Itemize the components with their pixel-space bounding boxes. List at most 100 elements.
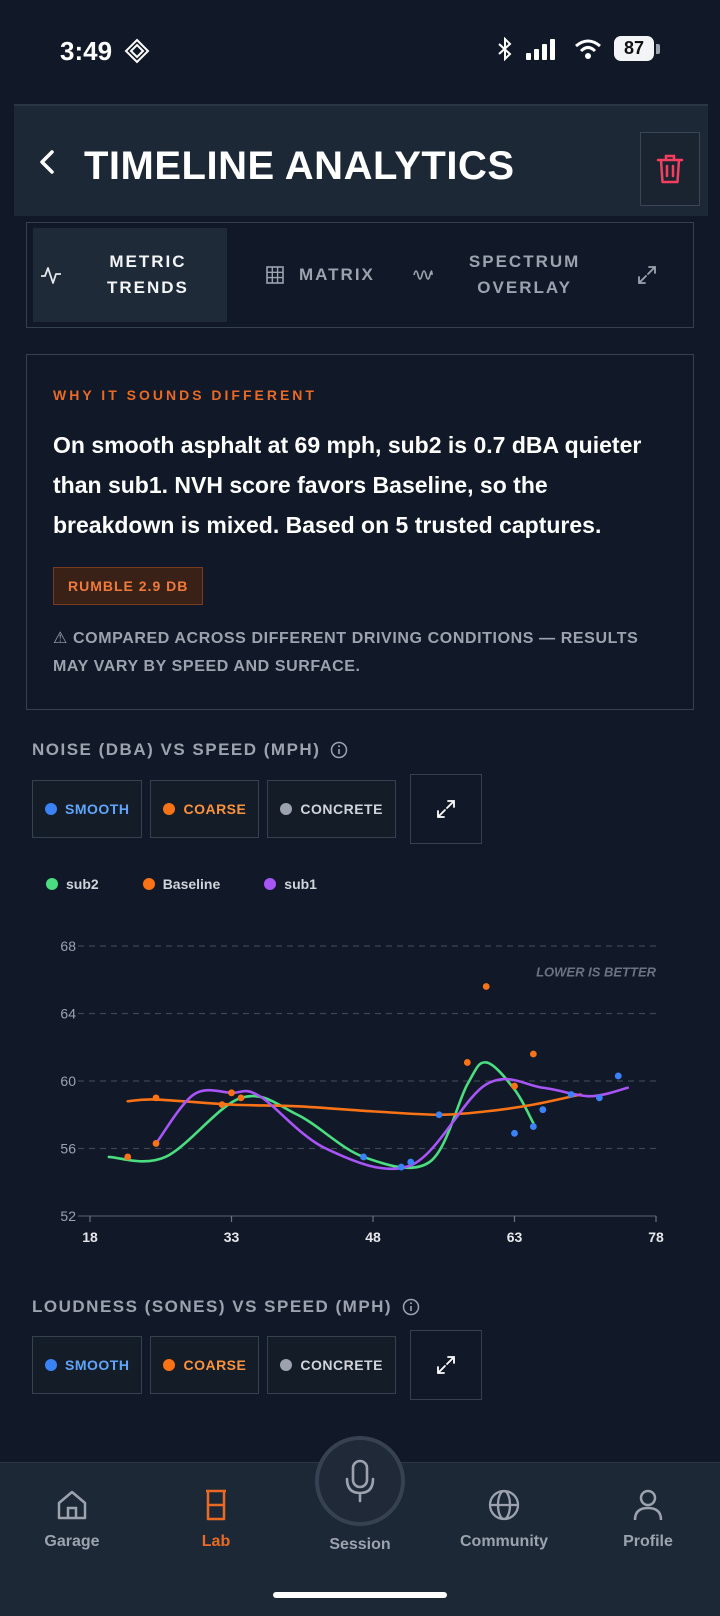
noise-section-title-text: NOISE (DBA) VS SPEED (MPH) — [32, 740, 321, 759]
data-point — [539, 1106, 547, 1114]
legend-label: Baseline — [162, 876, 221, 892]
data-point — [482, 983, 490, 990]
filter-smooth-chip[interactable]: SMOOTH — [32, 1336, 143, 1394]
y-tick-label: 52 — [60, 1208, 76, 1224]
legend-item-sub2[interactable]: sub2 — [46, 876, 99, 892]
signal-icon — [526, 38, 555, 60]
chart-annotation: LOWER IS BETTER — [536, 964, 657, 979]
status-time: 3:49 — [60, 36, 113, 66]
tab-label-line: TRENDS — [107, 278, 189, 297]
chip-label: CONCRETE — [300, 1357, 383, 1373]
tab-matrix[interactable]: MATRIX — [265, 228, 375, 322]
data-point — [360, 1153, 367, 1161]
tab-spectrum-overlay[interactable]: SPECTRUM OVERLAY — [413, 228, 580, 322]
data-point — [529, 1123, 537, 1130]
legend-dot — [264, 878, 277, 890]
nav-label: Community — [460, 1533, 548, 1550]
x-tick-label: 18 — [82, 1229, 98, 1245]
grid-icon — [266, 266, 284, 284]
legend-dot — [46, 878, 58, 890]
home-icon — [57, 1490, 87, 1520]
session-record-button[interactable] — [315, 1436, 405, 1526]
series-line-sub2 — [107, 1061, 535, 1170]
tab-label-matrix: MATRIX — [299, 265, 375, 284]
y-tick-label: 68 — [60, 938, 76, 954]
chip-label: CONCRETE — [300, 801, 383, 817]
nav-label: Lab — [201, 1533, 231, 1550]
data-point — [511, 1082, 518, 1090]
legend-label: sub2 — [66, 876, 99, 892]
series-line-baseline — [126, 1093, 582, 1117]
data-point — [228, 1089, 235, 1097]
status-bar: 3:49 87 — [0, 0, 720, 100]
microphone-icon — [345, 1459, 375, 1503]
filter-coarse-chip[interactable]: COARSE — [150, 780, 260, 838]
tab-label-line: SPECTRUM — [468, 252, 581, 271]
legend-item-sub1[interactable]: sub1 — [264, 876, 317, 892]
data-point — [596, 1094, 603, 1102]
data-point — [511, 1129, 518, 1137]
rumble-badge: RUMBLE 2.9 DB — [53, 567, 204, 605]
insight-kicker: WHY IT SOUNDS DIFFERENT — [53, 387, 317, 403]
legend-dot — [142, 878, 155, 890]
status-icons: 87 — [496, 36, 660, 61]
info-icon[interactable] — [330, 741, 348, 759]
filter-concrete-chip[interactable]: CONCRETE — [267, 1336, 396, 1394]
legend-item-baseline[interactable]: Baseline — [142, 876, 221, 892]
tab-metric-trends[interactable]: METRIC TRENDS — [33, 228, 227, 322]
chart-expand-button[interactable] — [409, 1330, 482, 1400]
chip-dot — [163, 803, 176, 815]
y-tick-label: 56 — [60, 1141, 76, 1157]
filter-concrete-chip[interactable]: CONCRETE — [267, 780, 396, 838]
chip-dot — [280, 1359, 293, 1371]
nav-community[interactable]: Community — [449, 1487, 559, 1551]
nav-garage[interactable]: Garage — [17, 1487, 127, 1551]
chip-dot — [45, 1359, 57, 1371]
insight-card: WHY IT SOUNDS DIFFERENT On smooth asphal… — [26, 354, 694, 710]
delete-button[interactable] — [640, 132, 700, 206]
data-point — [567, 1091, 575, 1098]
y-tick-label: 64 — [60, 1006, 76, 1022]
battery-level: 87 — [614, 36, 654, 61]
nav-lab[interactable]: Lab — [161, 1487, 271, 1551]
chip-dot — [45, 803, 57, 815]
filter-smooth-chip[interactable]: SMOOTH — [32, 780, 143, 838]
battery-cap — [656, 43, 660, 54]
data-point — [237, 1094, 245, 1102]
filter-coarse-chip[interactable]: COARSE — [150, 1336, 260, 1394]
data-point — [152, 1140, 160, 1147]
conditions-warning: ⚠ COMPARED ACROSS DIFFERENT DRIVING COND… — [53, 630, 639, 675]
data-point — [152, 1094, 160, 1102]
chart-legend: sub2 Baseline sub1 — [46, 876, 317, 892]
info-icon[interactable] — [402, 1298, 420, 1316]
nav-profile[interactable]: Profile — [593, 1487, 703, 1551]
tab-label-line: METRIC — [109, 252, 187, 271]
noise-surface-filters: SMOOTH COARSE CONCRETE — [32, 774, 482, 844]
globe-icon — [488, 1489, 520, 1521]
wave-icon — [413, 270, 433, 280]
data-point — [407, 1158, 415, 1166]
loudness-section-title: LOUDNESS (SONES) VS SPEED (MPH) — [32, 1297, 420, 1317]
page-title: TIMELINE ANALYTICS — [84, 144, 515, 188]
x-tick-label: 33 — [224, 1229, 240, 1245]
home-indicator[interactable] — [273, 1592, 447, 1598]
app-header: TIMELINE ANALYTICS — [14, 104, 708, 216]
expand-icon[interactable] — [636, 264, 658, 286]
view-tabs: METRIC TRENDS MATRIX SPECTRUM OVERLAY — [26, 222, 694, 328]
data-point — [124, 1153, 132, 1161]
chip-label: SMOOTH — [65, 1357, 130, 1373]
chart-expand-button[interactable] — [409, 774, 482, 844]
data-point — [463, 1059, 471, 1066]
trash-icon — [656, 154, 684, 184]
chip-dot — [163, 1359, 176, 1371]
wifi-icon — [575, 39, 601, 59]
bluetooth-icon — [498, 36, 512, 61]
expand-icon — [437, 1356, 455, 1374]
legend-label: sub1 — [284, 876, 317, 892]
tab-label-spectrum-overlay: SPECTRUM OVERLAY — [469, 249, 580, 301]
insight-body: On smooth asphalt at 69 mph, sub2 is 0.7… — [53, 432, 642, 538]
session-label: Session — [329, 1536, 391, 1553]
chip-dot — [280, 803, 293, 815]
back-arrow-icon[interactable] — [30, 144, 66, 180]
chip-label: SMOOTH — [65, 801, 130, 817]
